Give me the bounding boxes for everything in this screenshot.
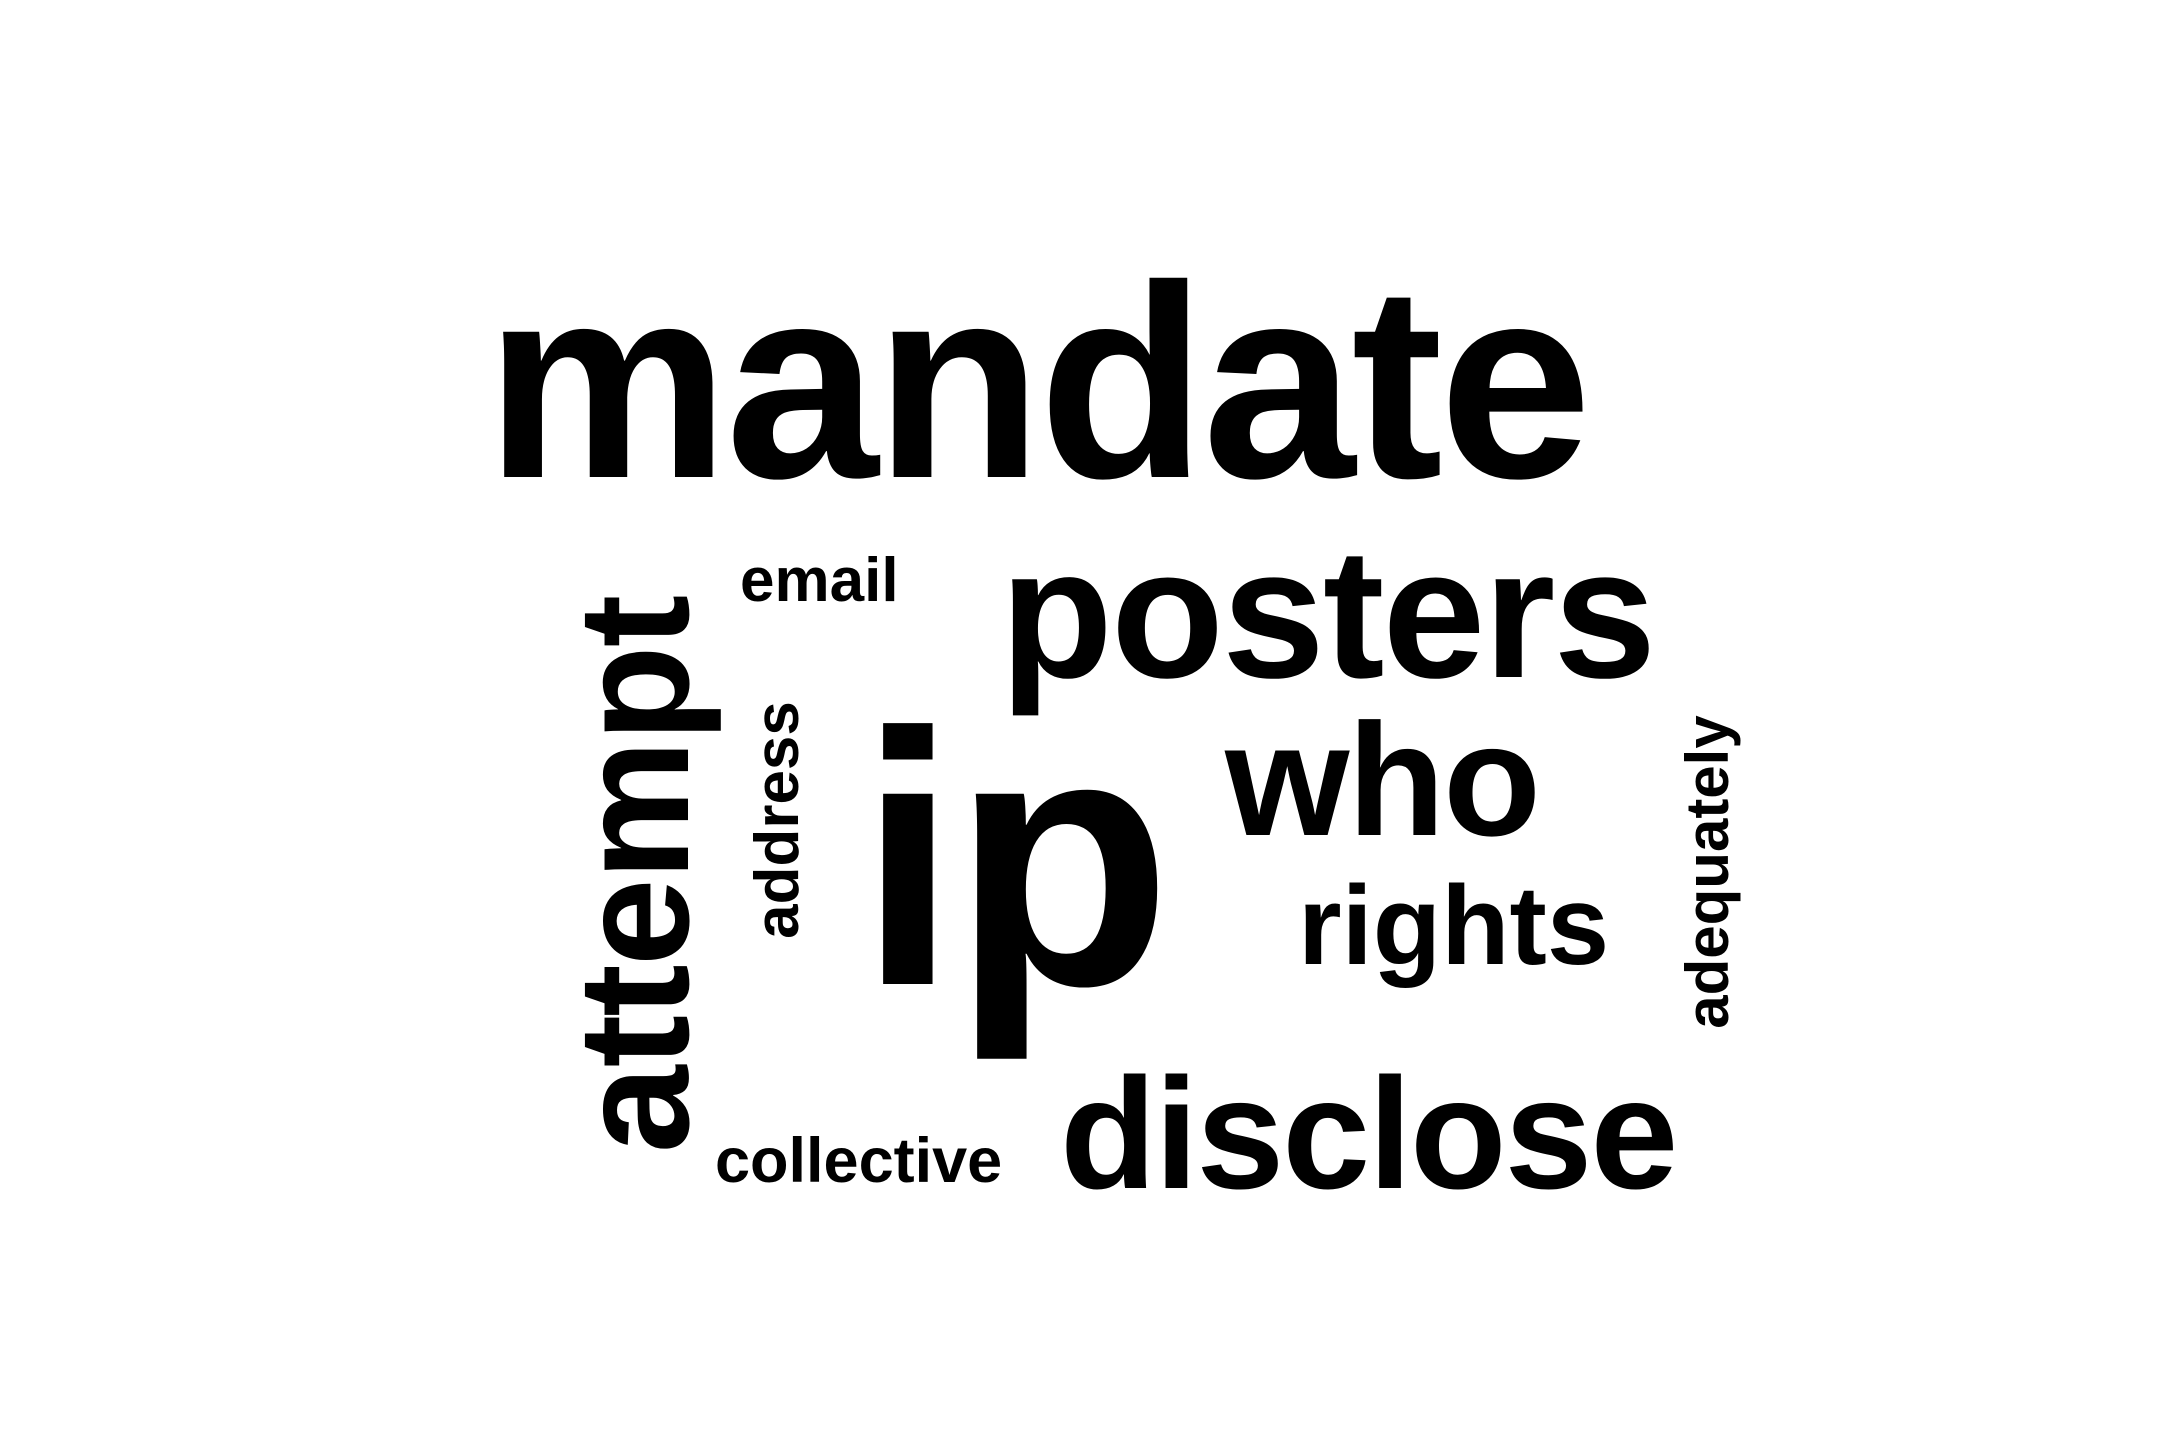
word-ip: ip [858,659,1172,1061]
word-rights: rights [1298,863,1610,988]
word-mandate: mandate [485,229,1592,536]
word-who: who [1225,690,1541,869]
word-attempt: attempt [546,596,722,1154]
word-collective: collective [715,1126,1003,1196]
word-adequately: adequately [1674,715,1741,1029]
word-disclose: disclose [1060,1046,1678,1222]
word-address: address [743,701,812,939]
word-posters: posters [1000,511,1656,717]
word-email: email [740,546,899,615]
